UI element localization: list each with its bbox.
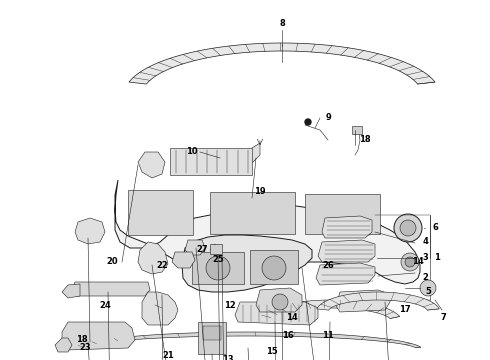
Bar <box>128 190 193 235</box>
Text: 8: 8 <box>279 19 285 28</box>
Polygon shape <box>318 240 375 262</box>
Text: 20: 20 <box>106 257 118 266</box>
Bar <box>210 192 295 234</box>
Text: 1: 1 <box>434 253 440 262</box>
Polygon shape <box>185 240 205 255</box>
Text: 27: 27 <box>196 246 208 255</box>
Bar <box>352 126 362 134</box>
Text: 17: 17 <box>399 306 411 315</box>
Polygon shape <box>55 338 72 352</box>
Text: 14: 14 <box>412 257 424 266</box>
Text: 2: 2 <box>422 274 428 283</box>
Circle shape <box>401 253 419 271</box>
Circle shape <box>394 214 422 242</box>
Polygon shape <box>142 292 178 325</box>
Polygon shape <box>172 252 195 268</box>
Text: 11: 11 <box>322 330 334 339</box>
Polygon shape <box>235 302 318 325</box>
Bar <box>192 252 244 284</box>
Text: 13: 13 <box>222 356 234 360</box>
Bar <box>210 244 222 254</box>
Text: 18: 18 <box>76 336 88 345</box>
Text: 14: 14 <box>286 314 298 323</box>
Circle shape <box>420 280 436 296</box>
Circle shape <box>305 119 311 125</box>
Text: 19: 19 <box>254 188 266 197</box>
Circle shape <box>400 220 416 236</box>
Text: 9: 9 <box>325 113 331 122</box>
Text: 25: 25 <box>212 256 224 265</box>
Polygon shape <box>256 288 302 312</box>
Polygon shape <box>182 235 312 292</box>
Circle shape <box>272 294 288 310</box>
Polygon shape <box>138 152 165 178</box>
Text: 4: 4 <box>422 238 428 247</box>
Polygon shape <box>248 143 260 163</box>
Polygon shape <box>260 300 400 319</box>
Bar <box>203 326 221 340</box>
Polygon shape <box>170 148 252 175</box>
Text: 6: 6 <box>432 224 438 233</box>
Polygon shape <box>316 263 375 285</box>
Bar <box>250 250 298 284</box>
Polygon shape <box>75 332 421 348</box>
Text: 21: 21 <box>162 351 174 360</box>
Text: 15: 15 <box>266 347 278 356</box>
Text: 23: 23 <box>79 343 91 352</box>
Text: 5: 5 <box>425 288 431 297</box>
Circle shape <box>262 256 286 280</box>
Bar <box>305 194 380 234</box>
Text: 26: 26 <box>322 261 334 270</box>
Polygon shape <box>62 284 80 298</box>
Text: 22: 22 <box>156 261 168 270</box>
Bar <box>198 322 226 354</box>
Text: 12: 12 <box>224 301 236 310</box>
Polygon shape <box>322 216 372 238</box>
Circle shape <box>405 257 415 267</box>
Polygon shape <box>317 292 439 310</box>
Polygon shape <box>62 322 135 350</box>
Polygon shape <box>336 290 390 312</box>
Polygon shape <box>72 282 150 296</box>
Text: 16: 16 <box>282 332 294 341</box>
Text: 18: 18 <box>359 135 371 144</box>
Text: 7: 7 <box>440 314 446 323</box>
Polygon shape <box>75 218 105 244</box>
Circle shape <box>206 256 230 280</box>
Polygon shape <box>115 180 420 284</box>
Text: 24: 24 <box>99 302 111 310</box>
Text: 10: 10 <box>186 148 198 157</box>
Polygon shape <box>138 242 168 274</box>
Text: 3: 3 <box>422 253 428 262</box>
Polygon shape <box>129 43 435 84</box>
